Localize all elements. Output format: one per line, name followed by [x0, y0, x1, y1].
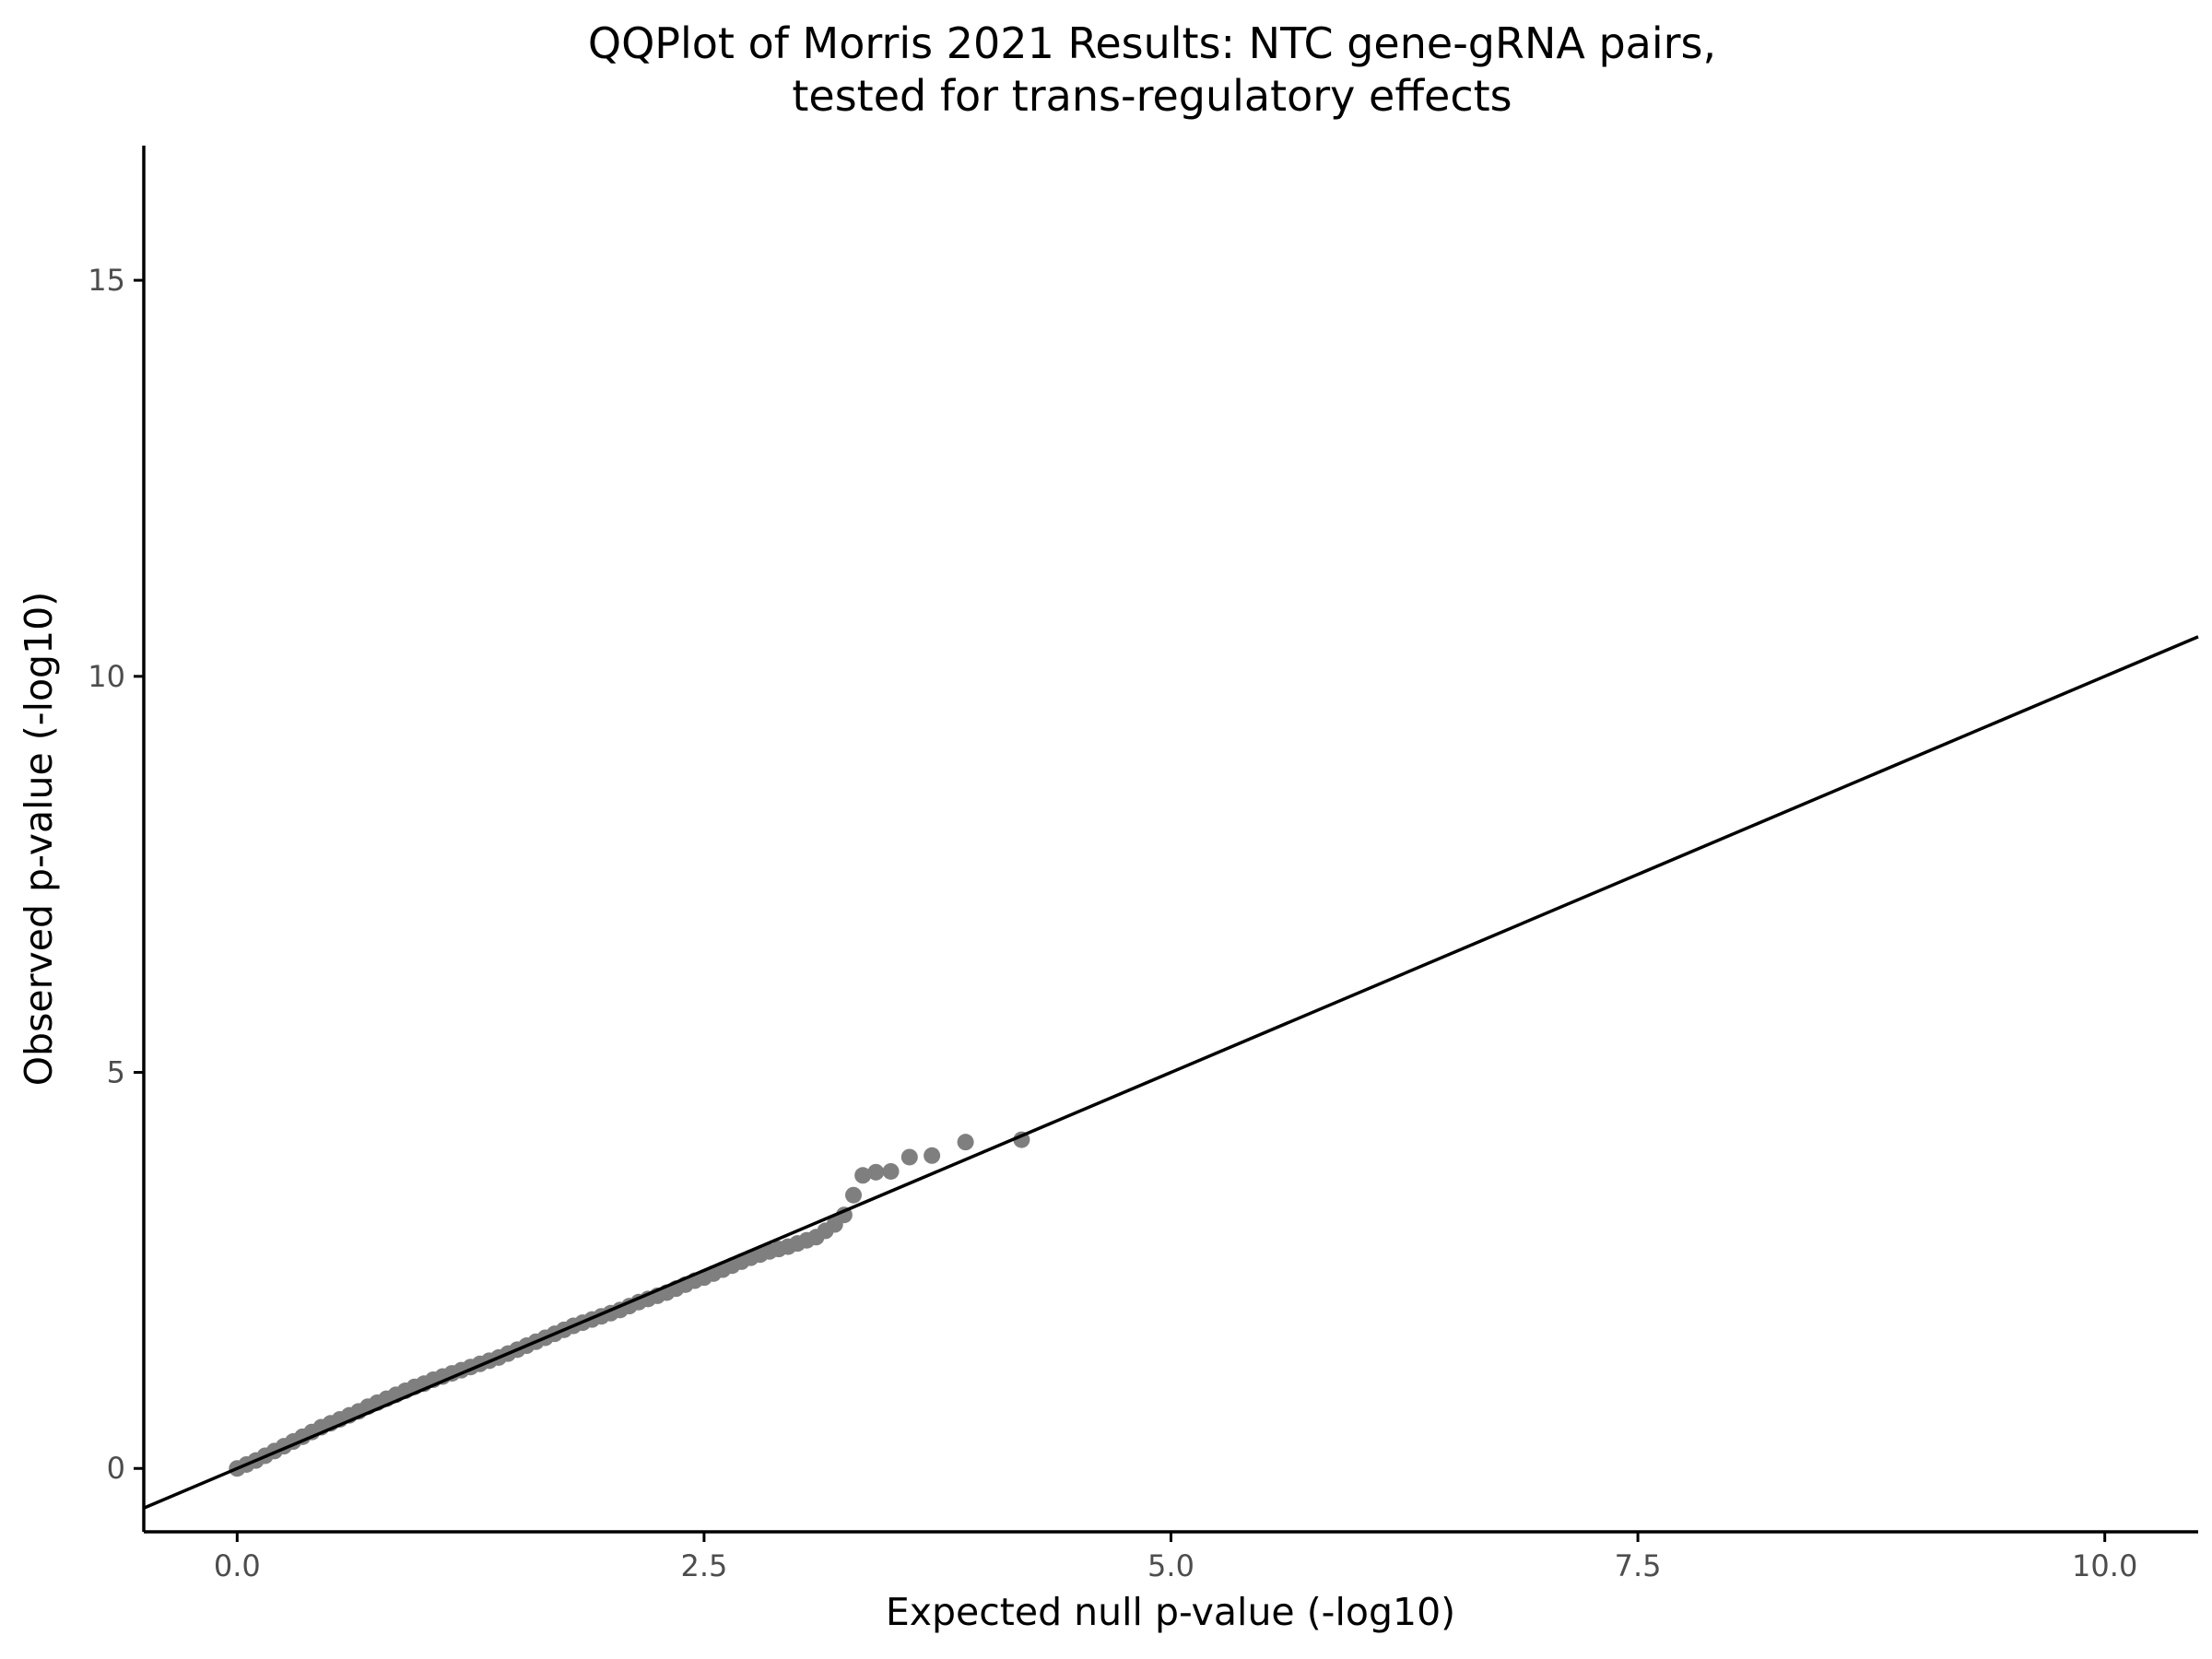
x-axis-title: Expected null p-value (-log10)	[886, 1590, 1455, 1634]
data-point	[882, 1162, 900, 1180]
data-point	[867, 1163, 885, 1181]
plot-area	[143, 635, 2199, 1510]
data-point	[957, 1134, 974, 1151]
y-axis-title: Observed p-value (-log10)	[17, 592, 61, 1086]
x-axis-ticks: 0.0 2.5 5.0 7.5 10.0	[214, 1532, 2137, 1583]
x-tick-label: 10.0	[2072, 1548, 2137, 1583]
chart-title-line-1: QQPlot of Morris 2021 Results: NTC gene-…	[588, 18, 1716, 68]
data-point	[924, 1147, 941, 1164]
y-tick-label: 0	[107, 1451, 125, 1486]
data-point	[900, 1148, 918, 1166]
y-axis-ticks: 0 5 10 15	[88, 263, 144, 1486]
y-tick-label: 15	[88, 263, 125, 298]
x-tick-label: 7.5	[1615, 1548, 1662, 1583]
x-tick-label: 5.0	[1147, 1548, 1194, 1583]
chart-title-line-2: tested for trans-regulatory effects	[792, 71, 1512, 121]
data-point	[845, 1186, 863, 1204]
y-tick-label: 5	[107, 1055, 125, 1090]
x-tick-label: 0.0	[214, 1548, 261, 1583]
data-point	[854, 1167, 872, 1184]
y-tick-label: 10	[88, 659, 125, 694]
reference-line	[143, 635, 2199, 1510]
x-tick-label: 2.5	[680, 1548, 727, 1583]
